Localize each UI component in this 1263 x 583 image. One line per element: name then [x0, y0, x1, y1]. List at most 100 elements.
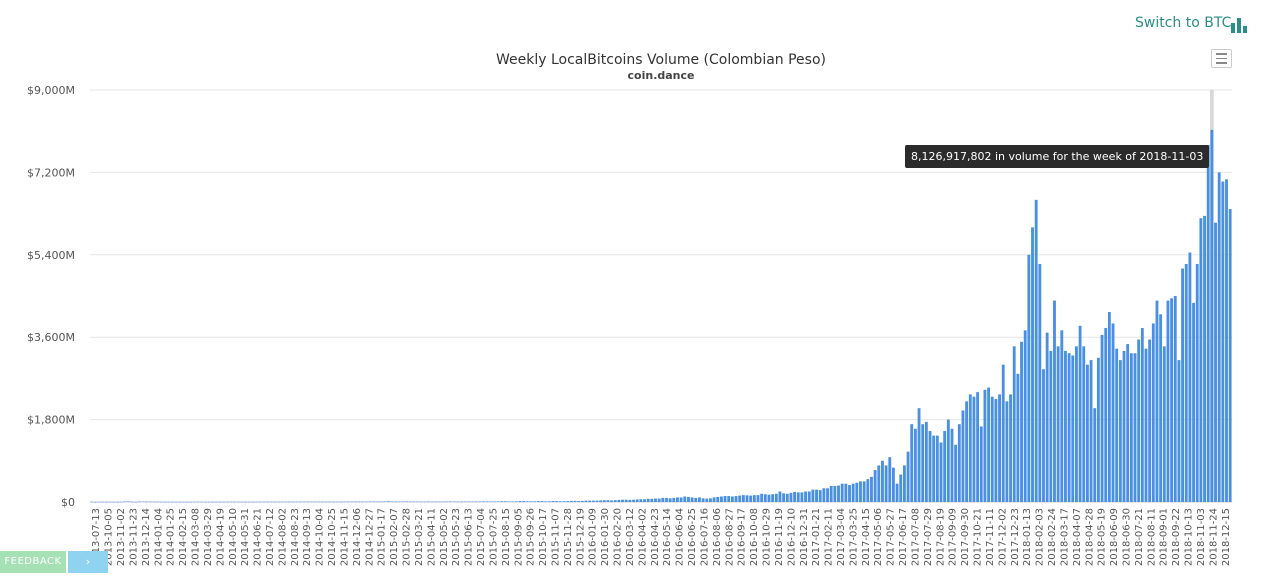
bar[interactable] — [489, 501, 493, 503]
bar[interactable] — [1111, 323, 1115, 502]
bar[interactable] — [946, 419, 950, 502]
bar[interactable] — [500, 501, 504, 502]
bar[interactable] — [665, 497, 668, 502]
bar[interactable] — [119, 501, 123, 503]
bar[interactable] — [346, 501, 350, 503]
bar[interactable] — [668, 498, 672, 502]
bar[interactable] — [650, 498, 654, 502]
bar[interactable] — [1199, 218, 1203, 502]
bar[interactable] — [244, 501, 247, 503]
bar[interactable] — [870, 476, 873, 502]
bar[interactable] — [800, 492, 804, 502]
bar[interactable] — [1155, 300, 1159, 502]
bar[interactable] — [434, 501, 438, 503]
bar[interactable] — [954, 444, 958, 502]
bar[interactable] — [156, 501, 160, 503]
bar[interactable] — [397, 501, 401, 503]
bar[interactable] — [763, 494, 767, 502]
bar[interactable] — [979, 426, 983, 502]
bar[interactable] — [577, 501, 581, 502]
bar[interactable] — [441, 501, 445, 503]
bar[interactable] — [408, 501, 412, 503]
bar[interactable] — [1203, 215, 1206, 502]
bar[interactable] — [222, 501, 226, 503]
bar[interactable] — [1045, 332, 1049, 502]
bar[interactable] — [1023, 330, 1027, 502]
bar[interactable] — [295, 501, 299, 503]
bar[interactable] — [917, 408, 921, 502]
bar[interactable] — [474, 501, 478, 503]
bar[interactable] — [321, 501, 324, 503]
bar[interactable] — [229, 501, 233, 503]
bar[interactable] — [921, 424, 925, 502]
bar[interactable] — [159, 501, 163, 503]
bar[interactable] — [328, 501, 332, 503]
bar[interactable] — [902, 465, 906, 502]
bar[interactable] — [1053, 300, 1056, 502]
bar[interactable] — [1082, 346, 1086, 502]
bar[interactable] — [741, 495, 745, 502]
bar[interactable] — [1159, 314, 1163, 502]
switch-to-btc-link[interactable]: Switch to BTC — [1135, 15, 1232, 31]
bar[interactable] — [1100, 334, 1104, 502]
bar[interactable] — [174, 501, 178, 503]
bar[interactable] — [493, 501, 496, 503]
bar[interactable] — [412, 501, 416, 503]
bar[interactable] — [990, 396, 994, 502]
bar[interactable] — [1049, 350, 1053, 502]
bar[interactable] — [639, 499, 643, 502]
bar[interactable] — [1005, 401, 1009, 502]
bar[interactable] — [163, 501, 167, 503]
bar[interactable] — [203, 501, 207, 503]
bar[interactable] — [90, 501, 94, 503]
bar[interactable] — [1071, 355, 1075, 502]
bar[interactable] — [588, 500, 592, 502]
bar[interactable] — [405, 501, 409, 502]
bar[interactable] — [771, 494, 775, 502]
bar[interactable] — [368, 501, 372, 503]
bar[interactable] — [361, 501, 365, 503]
bar[interactable] — [452, 501, 456, 503]
bar[interactable] — [884, 465, 888, 502]
bar[interactable] — [1173, 296, 1177, 502]
bar[interactable] — [386, 501, 390, 502]
bar[interactable] — [837, 485, 840, 502]
bar[interactable] — [1148, 339, 1152, 502]
bar[interactable] — [1225, 179, 1228, 502]
bar[interactable] — [1151, 323, 1155, 502]
bar[interactable] — [364, 501, 368, 503]
bar[interactable] — [170, 501, 174, 503]
bar[interactable] — [774, 493, 778, 502]
bar[interactable] — [1085, 364, 1089, 502]
chevron-icon[interactable]: › — [68, 551, 108, 573]
bar[interactable] — [569, 500, 573, 502]
bar[interactable] — [145, 501, 149, 503]
bar[interactable] — [998, 394, 1001, 502]
bar[interactable] — [178, 501, 182, 503]
bar[interactable] — [734, 496, 738, 502]
bar[interactable] — [976, 392, 980, 502]
bar[interactable] — [994, 399, 998, 502]
bar[interactable] — [1016, 373, 1020, 502]
bar[interactable] — [822, 488, 826, 502]
bar[interactable] — [910, 424, 914, 502]
bar[interactable] — [185, 501, 189, 503]
bar[interactable] — [657, 498, 661, 502]
bar[interactable] — [288, 501, 291, 503]
bar[interactable] — [390, 501, 394, 503]
bar[interactable] — [1060, 330, 1064, 502]
bar[interactable] — [1162, 346, 1166, 502]
bar[interactable] — [471, 501, 474, 503]
bar[interactable] — [679, 497, 683, 502]
bar[interactable] — [1064, 350, 1067, 502]
bar[interactable] — [116, 501, 119, 503]
bar[interactable] — [844, 483, 848, 502]
bar[interactable] — [723, 496, 727, 502]
bar[interactable] — [302, 501, 306, 503]
bar[interactable] — [610, 500, 614, 502]
bar[interactable] — [375, 501, 379, 503]
bar[interactable] — [1020, 341, 1023, 502]
bar[interactable] — [628, 499, 632, 502]
bar[interactable] — [558, 501, 562, 502]
bar[interactable] — [895, 483, 899, 502]
